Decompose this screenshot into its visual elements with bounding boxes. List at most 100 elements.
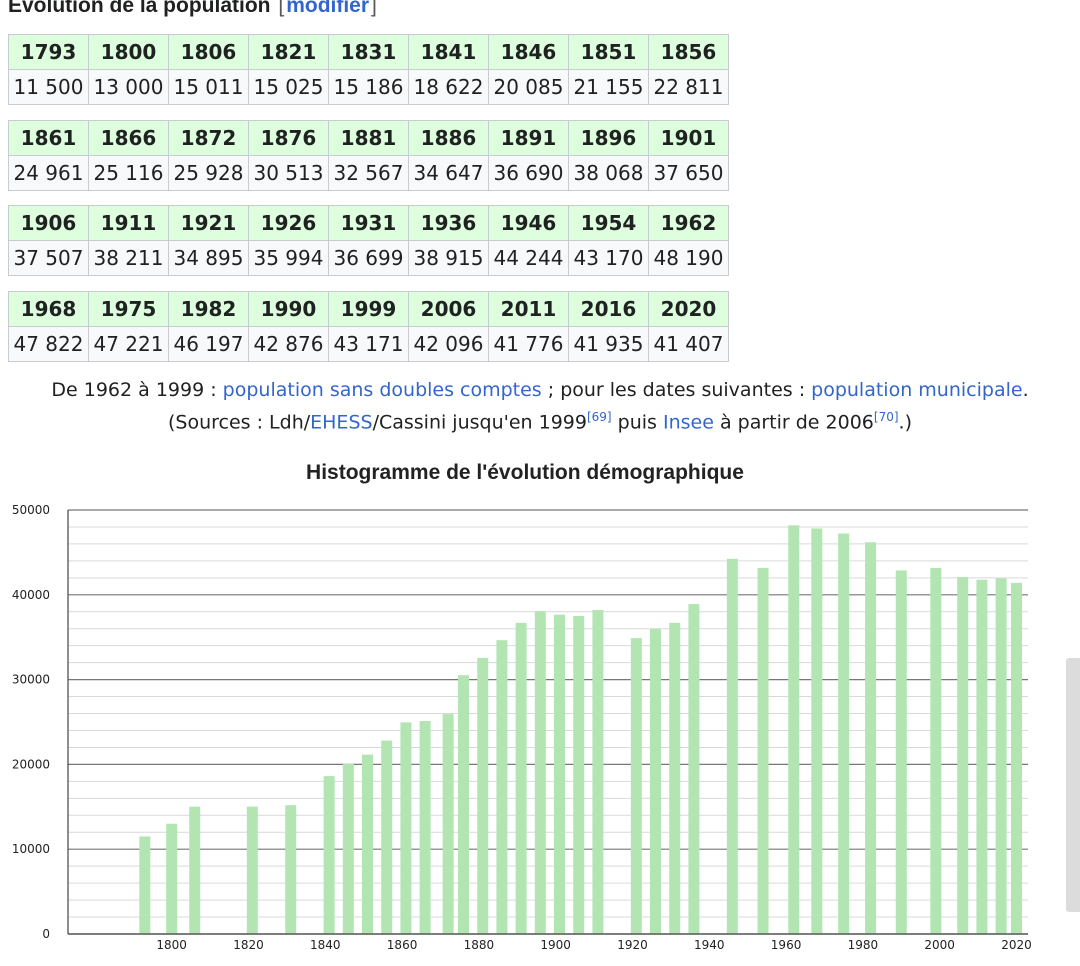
bar xyxy=(515,622,527,934)
population-cell: 43 171 xyxy=(328,326,409,362)
population-cell: 21 155 xyxy=(568,69,649,105)
year-cell: 1926 xyxy=(248,205,329,241)
year-cell: 1999 xyxy=(328,291,409,327)
note-text: (Sources : Ldh/ xyxy=(168,411,311,434)
bar xyxy=(458,675,470,934)
reference-69[interactable]: [69] xyxy=(586,410,612,424)
census-table: 1968 1975 1982 1990 1999 2006 2011 2016 2020 47 8… xyxy=(8,291,729,362)
year-cell: 1982 xyxy=(168,291,249,327)
year-cell: 1975 xyxy=(88,291,169,327)
link-insee[interactable]: Insee xyxy=(662,411,714,434)
year-cell: 1866 xyxy=(88,120,169,156)
note-text: De 1962 à 1999 : xyxy=(51,379,223,401)
year-cell: 1962 xyxy=(648,205,729,241)
year-cell: 1990 xyxy=(248,291,329,327)
x-tick-label: 1880 xyxy=(464,938,495,952)
bar xyxy=(757,567,769,934)
population-cell: 15 025 xyxy=(248,69,329,105)
x-tick-label: 1840 xyxy=(310,938,341,952)
bar xyxy=(669,622,681,934)
bar xyxy=(323,776,335,934)
x-tick-label: 1820 xyxy=(233,938,264,952)
bar xyxy=(400,722,412,934)
link-population-municipale[interactable]: population municipale xyxy=(811,379,1023,401)
bar xyxy=(554,614,566,934)
edit-link[interactable]: modifier xyxy=(286,0,370,17)
year-cell: 2011 xyxy=(488,291,569,327)
population-cell: 47 822 xyxy=(8,326,89,362)
section-title: Évolution de la population xyxy=(8,0,271,17)
bar xyxy=(139,836,151,934)
edit-bracket-open: [ xyxy=(278,0,285,17)
population-cell: 20 085 xyxy=(488,69,569,105)
bar xyxy=(592,609,604,934)
population-cell: 24 961 xyxy=(8,155,89,191)
census-table: 1906 1911 1921 1926 1931 1936 1946 1954 1962 37 5… xyxy=(8,205,729,276)
scrollbar[interactable] xyxy=(1066,658,1080,912)
year-cell: 1881 xyxy=(328,120,409,156)
bar xyxy=(726,558,738,934)
note-text: /Cassini jusqu'en 1999 xyxy=(372,411,587,434)
population-cell: 41 407 xyxy=(648,326,729,362)
note-text: puis xyxy=(611,411,663,434)
link-ehess[interactable]: EHESS xyxy=(310,411,373,434)
population-cell: 48 190 xyxy=(648,240,729,276)
edit-bracket-close: ] xyxy=(371,0,377,17)
population-cell: 38 915 xyxy=(408,240,489,276)
population-cell: 38 068 xyxy=(568,155,649,191)
bar xyxy=(534,611,546,934)
population-cell: 32 567 xyxy=(328,155,409,191)
population-cell: 22 811 xyxy=(648,69,729,105)
bar xyxy=(246,806,258,934)
section-heading: Évolution de la population [modifier] xyxy=(8,0,379,18)
year-cell: 1921 xyxy=(168,205,249,241)
population-row: 47 822 47 221 46 197 42 876 43 171 42 096 41 7… xyxy=(8,326,729,362)
year-cell: 1856 xyxy=(648,34,729,70)
y-tick-label: 30000 xyxy=(12,673,50,687)
note-text: ; pour les dates suivantes : xyxy=(541,379,812,401)
population-cell: 13 000 xyxy=(88,69,169,105)
population-cell: 43 170 xyxy=(568,240,649,276)
x-tick-label: 1920 xyxy=(617,938,648,952)
population-cell: 15 186 xyxy=(328,69,409,105)
bar xyxy=(930,567,942,934)
link-population-sans-doubles-comptes[interactable]: population sans doubles comptes xyxy=(222,379,542,401)
population-histogram: 0 10000 20000 30000 40000 50000 1800 1820 1840 18… xyxy=(12,503,1032,952)
bar xyxy=(895,570,907,934)
year-cell: 1831 xyxy=(328,34,409,70)
bar xyxy=(342,763,354,934)
year-cell: 1936 xyxy=(408,205,489,241)
x-tick-label: 1860 xyxy=(387,938,418,952)
year-cell: 1841 xyxy=(408,34,489,70)
reference-70[interactable]: [70] xyxy=(873,410,899,424)
y-tick-label: 20000 xyxy=(12,757,50,771)
year-cell: 1872 xyxy=(168,120,249,156)
population-cell: 37 507 xyxy=(8,240,89,276)
population-cell: 37 650 xyxy=(648,155,729,191)
bar xyxy=(381,740,393,934)
bar xyxy=(976,579,988,934)
note-text: .) xyxy=(898,411,912,434)
bar xyxy=(630,638,642,934)
population-row: 11 500 13 000 15 011 15 025 15 186 18 622 20 0… xyxy=(8,69,729,105)
bar xyxy=(362,754,374,934)
year-cell: 1876 xyxy=(248,120,329,156)
chart-title: Histogramme de l'évolution démographique xyxy=(306,461,744,484)
population-cell: 34 895 xyxy=(168,240,249,276)
bar xyxy=(811,528,823,934)
population-cell: 41 935 xyxy=(568,326,649,362)
population-cell: 18 622 xyxy=(408,69,489,105)
population-cell: 35 994 xyxy=(248,240,329,276)
year-cell: 2020 xyxy=(648,291,729,327)
year-cell: 1968 xyxy=(8,291,89,327)
year-cell: 1911 xyxy=(88,205,169,241)
bar xyxy=(650,628,662,934)
y-tick-label: 50000 xyxy=(12,503,50,517)
year-cell: 1851 xyxy=(568,34,649,70)
note-text: . xyxy=(1022,379,1029,401)
year-cell: 1906 xyxy=(8,205,89,241)
x-tick-label: 1800 xyxy=(156,938,187,952)
bar xyxy=(189,806,201,934)
year-row: 1793 1800 1806 1821 1831 1841 1846 1851 1856 xyxy=(8,34,729,70)
bar xyxy=(285,805,297,934)
